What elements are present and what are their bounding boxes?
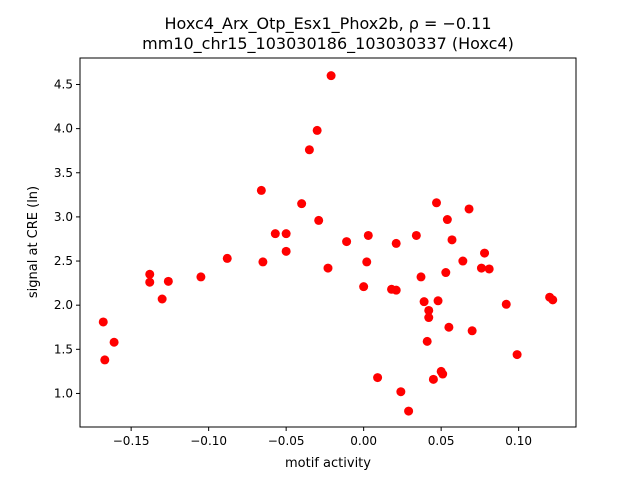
y-tick-label: 2.0 (54, 298, 73, 312)
data-point (145, 277, 155, 287)
data-point (196, 272, 206, 282)
data-point (458, 256, 468, 266)
data-point (314, 215, 324, 225)
data-point (362, 257, 372, 267)
data-point (424, 305, 434, 315)
x-tick-label: 0.10 (505, 434, 532, 448)
data-point (480, 248, 490, 258)
chart-title-line1: Hoxc4_Arx_Otp_Esx1_Phox2b, ρ = −0.11 (165, 14, 492, 34)
data-point (163, 276, 173, 286)
x-axis-label: motif activity (285, 456, 371, 471)
data-point (100, 355, 110, 365)
data-point (281, 229, 291, 239)
data-point (326, 71, 336, 81)
data-point (98, 317, 108, 327)
y-tick-label: 4.0 (54, 122, 73, 136)
data-point (464, 204, 474, 214)
data-point (222, 253, 232, 263)
chart-title-line2: mm10_chr15_103030186_103030337 (Hoxc4) (142, 34, 514, 54)
data-point (444, 322, 454, 332)
data-point (312, 125, 322, 135)
y-tick-label: 1.5 (54, 342, 73, 356)
data-point (363, 230, 373, 240)
data-point (373, 373, 383, 383)
data-point (433, 296, 443, 306)
data-point (304, 145, 314, 155)
data-point (428, 374, 438, 384)
data-point (297, 199, 307, 209)
data-point (391, 285, 401, 295)
data-point (501, 299, 511, 309)
data-point (411, 230, 421, 240)
data-point (145, 269, 155, 279)
data-point (281, 246, 291, 256)
data-point (323, 263, 333, 273)
data-point (258, 257, 268, 267)
x-tick-label: −0.15 (113, 434, 150, 448)
x-tick-label: −0.05 (268, 434, 305, 448)
axes-frame (79, 57, 577, 428)
data-point (512, 350, 522, 360)
data-point (447, 235, 457, 245)
data-point (484, 264, 494, 274)
data-point (342, 237, 352, 247)
data-point (548, 295, 558, 305)
data-point (424, 313, 434, 323)
data-point (404, 406, 414, 416)
data-point (467, 326, 477, 336)
x-tick-label: 0.05 (428, 434, 455, 448)
data-point (256, 185, 266, 195)
x-tick-label: 0.00 (350, 434, 377, 448)
y-axis-label: signal at CRE (ln) (26, 186, 41, 298)
data-point (396, 387, 406, 397)
data-point (476, 263, 486, 273)
data-point (442, 215, 452, 225)
data-point (109, 337, 119, 347)
data-point (441, 268, 451, 278)
plot-area: −0.15 −0.10 −0.05 0.00 0.05 0.10 1.0 1.5 2.0 2.5 3… (54, 71, 558, 448)
data-point (391, 238, 401, 248)
data-point (416, 272, 426, 282)
y-tick-label: 3.5 (54, 166, 73, 180)
data-point (270, 229, 280, 239)
y-tick-label: 3.0 (54, 210, 73, 224)
x-tick-label: −0.10 (190, 434, 227, 448)
data-point (438, 369, 448, 379)
y-tick-label: 4.5 (54, 77, 73, 91)
data-point (432, 198, 441, 208)
data-point (419, 297, 429, 307)
y-tick-label: 1.0 (54, 386, 73, 400)
data-point (359, 282, 369, 292)
data-point (422, 336, 432, 346)
data-point (157, 294, 167, 304)
y-tick-label: 2.5 (54, 254, 73, 268)
